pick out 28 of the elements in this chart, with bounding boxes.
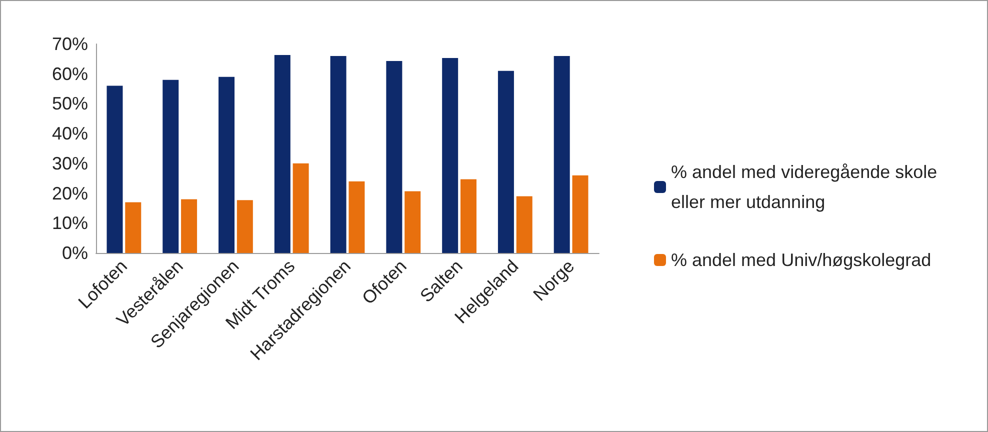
y-tick-label: 0% <box>62 243 88 263</box>
y-tick-label: 70% <box>52 34 88 54</box>
y-tick-label: 40% <box>52 124 88 144</box>
y-tick-label: 50% <box>52 94 88 114</box>
bar <box>106 86 123 253</box>
bar <box>386 61 402 253</box>
bar <box>292 163 309 253</box>
bar <box>442 58 458 253</box>
legend-label: % andel med Univ/høgskolegrad <box>671 250 932 270</box>
bar <box>125 202 142 253</box>
y-tick-label: 10% <box>52 213 88 234</box>
bar <box>498 70 514 253</box>
y-tick-label: 30% <box>52 153 88 174</box>
bar <box>554 56 570 253</box>
bar <box>516 196 532 253</box>
bar <box>348 181 365 253</box>
bar <box>162 80 179 253</box>
bar <box>218 76 235 253</box>
bar <box>460 179 476 253</box>
bar <box>274 55 290 253</box>
bar <box>404 191 421 253</box>
bar <box>330 56 346 253</box>
bar <box>572 175 588 253</box>
y-tick-label: 60% <box>52 64 88 84</box>
legend-label: % andel med videregående skole eller mer utdanning <box>671 162 942 212</box>
y-tick-label: 20% <box>52 183 88 204</box>
bar <box>181 199 198 253</box>
bar <box>236 200 253 253</box>
